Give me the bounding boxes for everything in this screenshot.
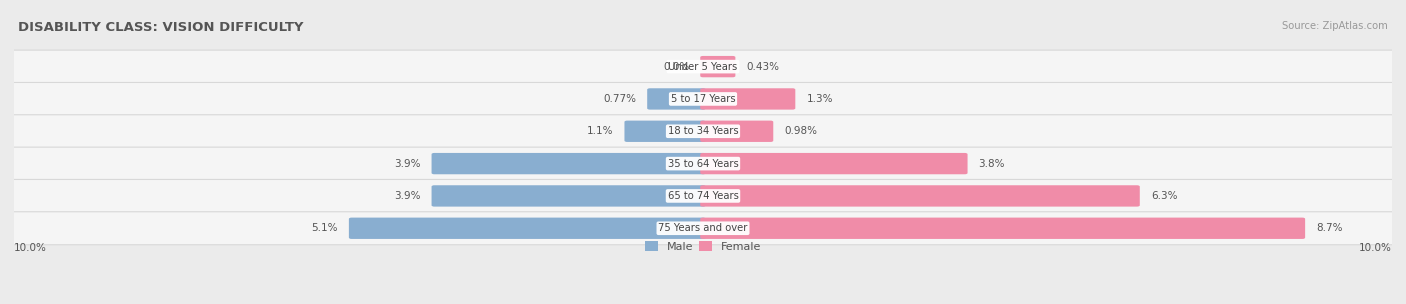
Text: Under 5 Years: Under 5 Years (668, 62, 738, 72)
Text: 10.0%: 10.0% (1360, 243, 1392, 253)
Text: 75 Years and over: 75 Years and over (658, 223, 748, 233)
Text: DISABILITY CLASS: VISION DIFFICULTY: DISABILITY CLASS: VISION DIFFICULTY (18, 21, 304, 34)
Text: 65 to 74 Years: 65 to 74 Years (668, 191, 738, 201)
Text: 3.8%: 3.8% (979, 159, 1005, 169)
Text: 0.98%: 0.98% (785, 126, 817, 136)
Text: 0.43%: 0.43% (747, 62, 779, 72)
Text: 5 to 17 Years: 5 to 17 Years (671, 94, 735, 104)
Text: 10.0%: 10.0% (14, 243, 46, 253)
FancyBboxPatch shape (700, 88, 796, 110)
Text: 3.9%: 3.9% (394, 159, 420, 169)
FancyBboxPatch shape (700, 56, 735, 77)
Text: 35 to 64 Years: 35 to 64 Years (668, 159, 738, 169)
FancyBboxPatch shape (4, 50, 1402, 83)
Text: 8.7%: 8.7% (1316, 223, 1343, 233)
FancyBboxPatch shape (4, 115, 1402, 148)
Text: 0.77%: 0.77% (603, 94, 636, 104)
Text: 1.1%: 1.1% (586, 126, 613, 136)
Text: 18 to 34 Years: 18 to 34 Years (668, 126, 738, 136)
FancyBboxPatch shape (624, 121, 706, 142)
FancyBboxPatch shape (432, 153, 706, 174)
FancyBboxPatch shape (4, 179, 1402, 212)
FancyBboxPatch shape (700, 185, 1140, 207)
Text: 6.3%: 6.3% (1152, 191, 1177, 201)
FancyBboxPatch shape (700, 218, 1305, 239)
FancyBboxPatch shape (349, 218, 706, 239)
Text: 0.0%: 0.0% (664, 62, 689, 72)
FancyBboxPatch shape (700, 153, 967, 174)
FancyBboxPatch shape (432, 185, 706, 207)
Text: 5.1%: 5.1% (311, 223, 337, 233)
Text: 3.9%: 3.9% (394, 191, 420, 201)
FancyBboxPatch shape (4, 147, 1402, 180)
Text: 1.3%: 1.3% (807, 94, 832, 104)
FancyBboxPatch shape (4, 212, 1402, 245)
Text: Source: ZipAtlas.com: Source: ZipAtlas.com (1282, 21, 1388, 31)
FancyBboxPatch shape (647, 88, 706, 110)
FancyBboxPatch shape (700, 121, 773, 142)
Legend: Male, Female: Male, Female (644, 241, 762, 252)
FancyBboxPatch shape (4, 82, 1402, 116)
